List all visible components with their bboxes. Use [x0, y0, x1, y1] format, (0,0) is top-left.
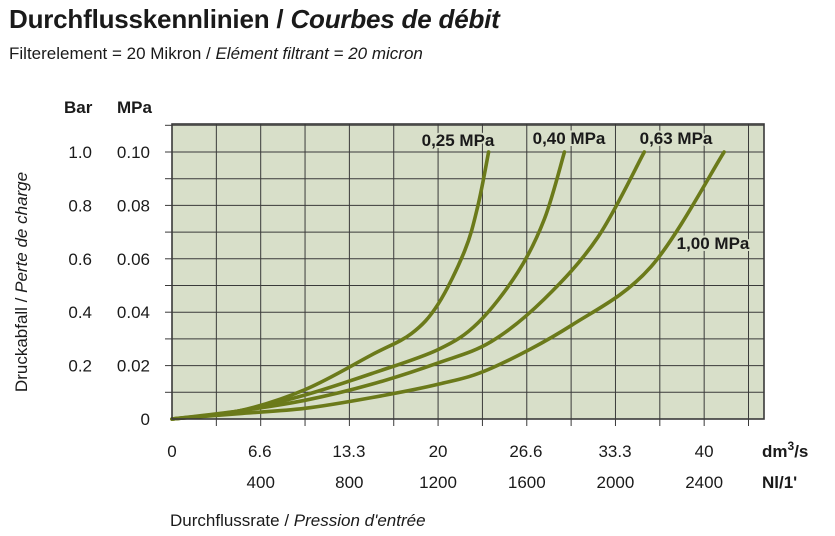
subtitle-main: Filterelement = 20 Mikron /	[9, 44, 211, 63]
x-tick-label-primary: 40	[695, 442, 714, 461]
x-units-primary: dm3/s	[762, 439, 808, 461]
y-units-bar: Bar	[64, 98, 93, 117]
series-label: 1,00 MPa	[677, 234, 750, 253]
chart-subtitle: Filterelement = 20 Mikron / Elément filt…	[9, 44, 423, 64]
y-tick-label-mpa: 0.08	[117, 196, 150, 215]
x-tick-label-secondary: 800	[335, 473, 363, 492]
plot-frame	[171, 123, 765, 420]
series-line	[170, 150, 726, 421]
plot-area	[172, 124, 764, 419]
chart-title: Durchflusskennlinien / Courbes de débit	[9, 4, 500, 35]
x-tick-label-secondary: 400	[247, 473, 275, 492]
y-tick-label-bar: 1.0	[68, 143, 92, 162]
x-tick-label-primary: 0	[167, 442, 176, 461]
y-tick-label-bar: 0.6	[68, 250, 92, 269]
y-tick-label-mpa: 0.02	[117, 357, 150, 376]
y-tick-label-mpa: 0.06	[117, 250, 150, 269]
y-tick-label-bar: 0.2	[68, 357, 92, 376]
y-tick-label-mpa: 0.04	[117, 303, 150, 322]
y-units-mpa: MPa	[117, 98, 153, 117]
x-tick-label-secondary: 2000	[596, 473, 634, 492]
y-tick-label-mpa: 0.10	[117, 143, 150, 162]
x-tick-label-secondary: 1600	[508, 473, 546, 492]
x-tick-label-secondary: 1200	[419, 473, 457, 492]
x-units-secondary: Nl/1'	[762, 473, 797, 492]
subtitle-italic: Elément filtrant = 20 micron	[215, 44, 423, 63]
y-tick-label-bar: 0.4	[68, 303, 92, 322]
x-axis-title: Durchflussrate / Pression d'entrée	[170, 511, 426, 530]
curves: 0,25 MPa 0,40 MPa 0,63 MPa 1,00 MPa	[170, 127, 752, 421]
x-tick-label-primary: 26.6	[509, 442, 542, 461]
x-tick-label-primary: 20	[429, 442, 448, 461]
series-label: 0,63 MPa	[640, 129, 713, 148]
y-tick-label-mpa: 0	[141, 410, 150, 429]
title-italic: Courbes de débit	[290, 4, 500, 34]
series-label: 0,40 MPa	[533, 129, 606, 148]
y-axis-title: Druckabfall / Perte de charge	[12, 172, 31, 392]
series-line	[170, 150, 647, 421]
title-main: Durchflusskennlinien /	[9, 4, 284, 34]
series-label: 0,25 MPa	[422, 131, 495, 150]
tick-labels: 0 0.2 0.02 0.4 0.04 0.6 0.06 0.8 0.08 1.0 0.10 Bar M…	[12, 98, 808, 530]
x-tick-label-secondary: 2400	[685, 473, 723, 492]
x-tick-label-primary: 13.3	[332, 442, 365, 461]
x-tick-label-primary: 33.3	[598, 442, 631, 461]
y-tick-label-bar: 0.8	[68, 196, 92, 215]
x-tick-label-primary: 6.6	[248, 442, 272, 461]
